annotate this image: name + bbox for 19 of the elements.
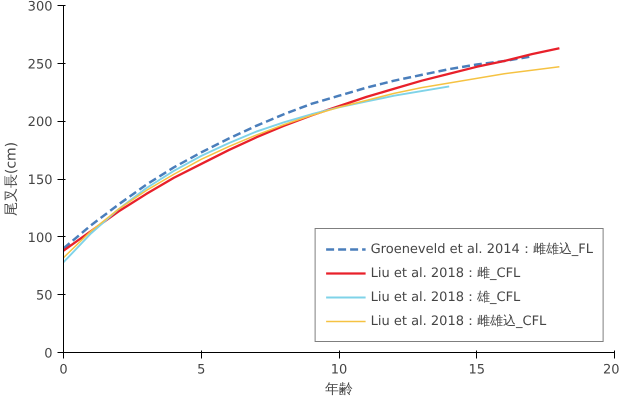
y-tick-label: 0 [44, 346, 53, 362]
legend-label: Liu et al. 2018：雄_CFL [370, 289, 520, 306]
x-tick-label: 0 [59, 362, 68, 378]
y-tick-label: 50 [36, 288, 53, 304]
y-tick-label: 200 [28, 115, 53, 130]
x-axis-title: 年齢 [325, 382, 353, 398]
x-tick-label: 20 [602, 362, 619, 378]
x-tick-label: 15 [468, 362, 486, 378]
x-tick-label: 10 [330, 362, 348, 378]
y-tick-label: 300 [28, 0, 53, 14]
x-tick-label: 5 [197, 362, 206, 378]
legend-label: Liu et al. 2018：雌_CFL [370, 265, 520, 282]
y-axis-title: 尾叉長(cm) [4, 142, 20, 216]
y-tick-label: 100 [28, 230, 53, 246]
y-tick-label: 250 [28, 57, 53, 72]
y-tick-label: 150 [28, 173, 53, 188]
legend-label: Liu et al. 2018：雌雄込_CFL [370, 313, 546, 330]
line-series [64, 86, 450, 264]
legend-label: Groeneveld et al. 2014：雌雄込_FL [370, 241, 593, 258]
